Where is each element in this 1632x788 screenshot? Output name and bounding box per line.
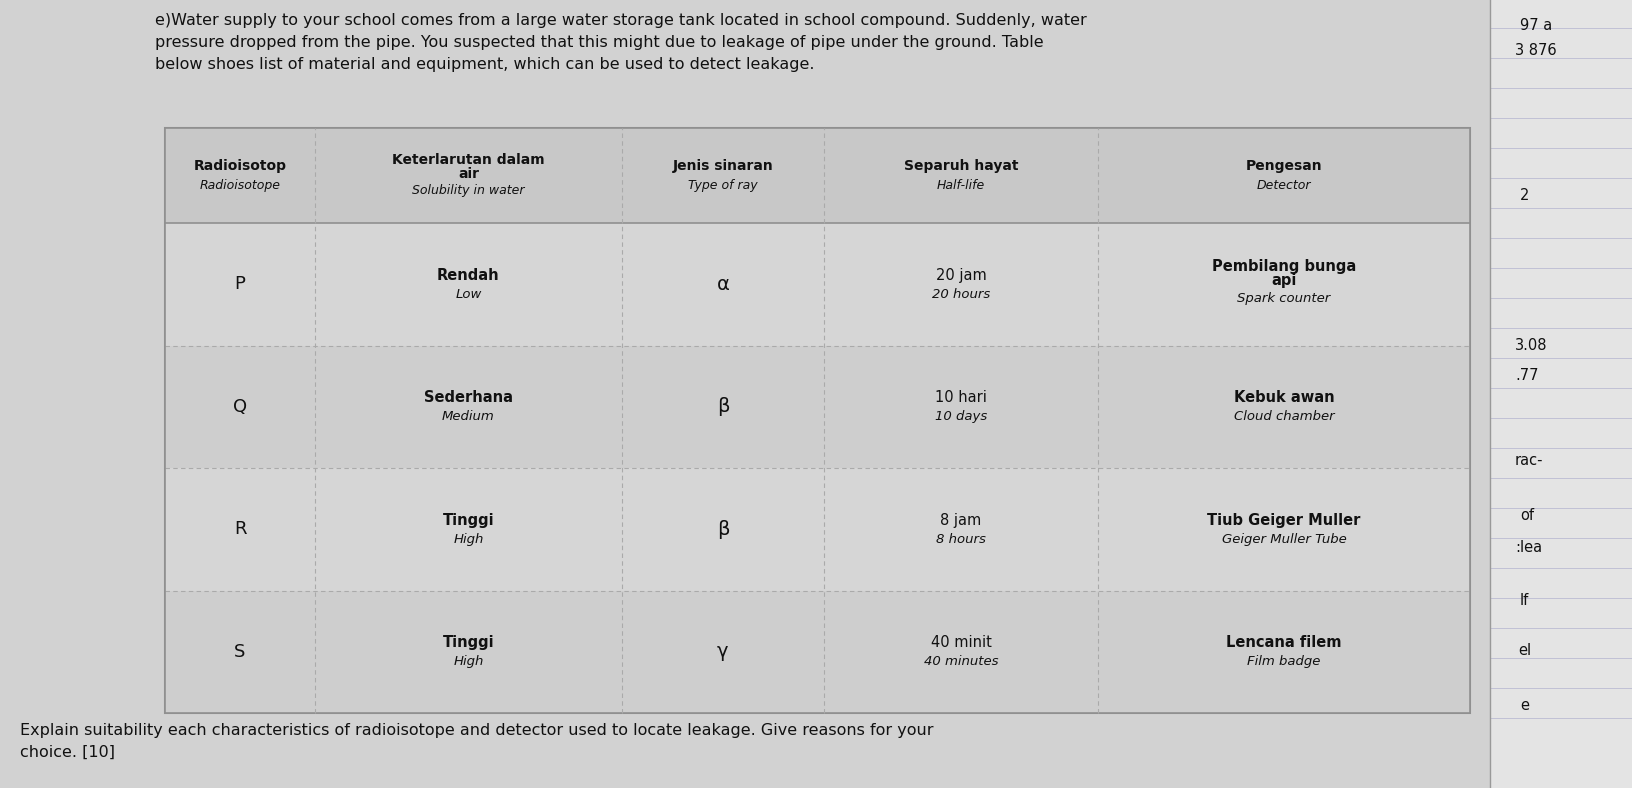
Text: Pembilang bunga: Pembilang bunga bbox=[1213, 258, 1356, 273]
Text: rac-: rac- bbox=[1514, 453, 1544, 468]
Text: Q: Q bbox=[233, 398, 246, 416]
Text: Keterlarutan dalam: Keterlarutan dalam bbox=[392, 153, 545, 166]
Text: Detector: Detector bbox=[1257, 179, 1310, 192]
Text: 10 days: 10 days bbox=[935, 411, 987, 423]
Text: 3.08: 3.08 bbox=[1514, 338, 1547, 353]
Bar bbox=[165, 468, 1470, 590]
Text: Tinggi: Tinggi bbox=[442, 513, 494, 528]
Text: Jenis sinaran: Jenis sinaran bbox=[672, 158, 774, 173]
Text: api: api bbox=[1271, 273, 1297, 288]
Text: β: β bbox=[716, 520, 730, 539]
Text: β: β bbox=[716, 397, 730, 416]
Text: P: P bbox=[235, 275, 245, 293]
Text: Type of ray: Type of ray bbox=[689, 179, 757, 192]
Text: Rendah: Rendah bbox=[437, 268, 499, 283]
Text: lf: lf bbox=[1519, 593, 1529, 608]
Text: Medium: Medium bbox=[442, 411, 494, 423]
Text: .77: .77 bbox=[1514, 368, 1539, 383]
Text: Low: Low bbox=[455, 288, 481, 301]
Bar bbox=[165, 128, 1470, 713]
Bar bbox=[165, 590, 1470, 713]
Text: Kebuk awan: Kebuk awan bbox=[1234, 390, 1335, 405]
Text: :lea: :lea bbox=[1514, 540, 1542, 555]
Text: Pengesan: Pengesan bbox=[1245, 158, 1322, 173]
Text: Sederhana: Sederhana bbox=[424, 390, 512, 405]
Text: e)Water supply to your school comes from a large water storage tank located in s: e)Water supply to your school comes from… bbox=[155, 13, 1087, 28]
Text: Solubility in water: Solubility in water bbox=[413, 184, 524, 197]
Text: Film badge: Film badge bbox=[1247, 656, 1320, 668]
Text: Radioisotope: Radioisotope bbox=[199, 179, 281, 192]
Text: Radioisotop: Radioisotop bbox=[194, 158, 287, 173]
Text: γ: γ bbox=[716, 642, 728, 661]
Text: Geiger Muller Tube: Geiger Muller Tube bbox=[1222, 533, 1346, 546]
Bar bbox=[165, 345, 1470, 468]
Text: 10 hari: 10 hari bbox=[935, 390, 987, 405]
Text: S: S bbox=[235, 643, 246, 661]
Text: Lencana filem: Lencana filem bbox=[1226, 635, 1342, 650]
Text: air: air bbox=[459, 166, 478, 180]
Text: 40 minutes: 40 minutes bbox=[924, 656, 999, 668]
Text: α: α bbox=[716, 275, 730, 294]
Text: R: R bbox=[233, 520, 246, 538]
Text: Tiub Geiger Muller: Tiub Geiger Muller bbox=[1208, 513, 1361, 528]
Text: Spark counter: Spark counter bbox=[1237, 292, 1330, 305]
Text: 3 876: 3 876 bbox=[1514, 43, 1557, 58]
Text: 97 a: 97 a bbox=[1519, 18, 1552, 33]
Bar bbox=[165, 128, 1470, 223]
Text: 8 hours: 8 hours bbox=[937, 533, 986, 546]
Text: Cloud chamber: Cloud chamber bbox=[1234, 411, 1335, 423]
Text: 8 jam: 8 jam bbox=[940, 513, 982, 528]
Text: el: el bbox=[1518, 643, 1531, 658]
Text: of: of bbox=[1519, 508, 1534, 523]
Text: below shoes list of material and equipment, which can be used to detect leakage.: below shoes list of material and equipme… bbox=[155, 57, 814, 72]
Text: Half-life: Half-life bbox=[937, 179, 986, 192]
Text: 20 jam: 20 jam bbox=[935, 268, 986, 283]
Text: pressure dropped from the pipe. You suspected that this might due to leakage of : pressure dropped from the pipe. You susp… bbox=[155, 35, 1043, 50]
Text: 40 minit: 40 minit bbox=[930, 635, 992, 650]
Text: Explain suitability each characteristics of radioisotope and detector used to lo: Explain suitability each characteristics… bbox=[20, 723, 934, 738]
Text: choice. [10]: choice. [10] bbox=[20, 745, 114, 760]
Text: Tinggi: Tinggi bbox=[442, 635, 494, 650]
Text: e: e bbox=[1519, 698, 1529, 713]
Text: 20 hours: 20 hours bbox=[932, 288, 991, 301]
Text: High: High bbox=[454, 533, 483, 546]
Bar bbox=[165, 223, 1470, 345]
Text: 2: 2 bbox=[1519, 188, 1529, 203]
Bar bbox=[1490, 0, 1632, 788]
Text: High: High bbox=[454, 656, 483, 668]
Text: Separuh hayat: Separuh hayat bbox=[904, 158, 1018, 173]
